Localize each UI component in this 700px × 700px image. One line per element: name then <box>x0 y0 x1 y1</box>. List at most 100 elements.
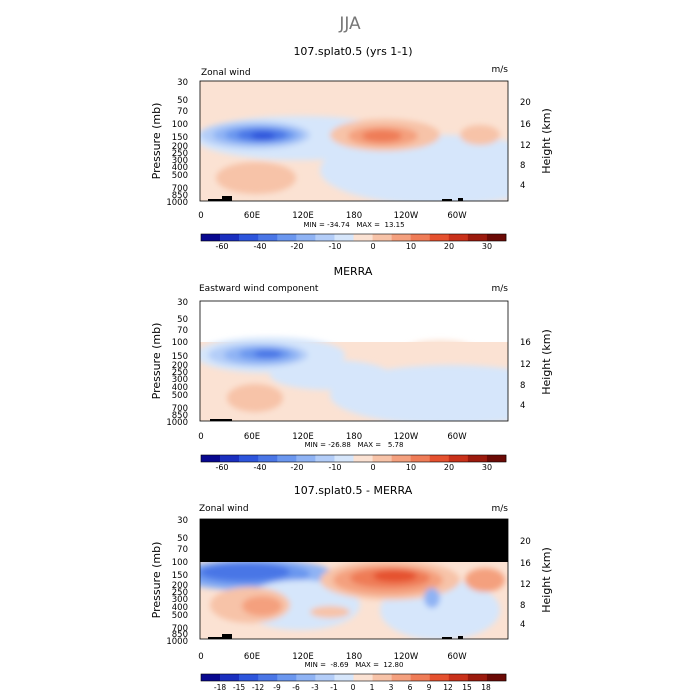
colorbar-label: 18 <box>481 683 491 692</box>
y-tick-label: 50 <box>177 534 188 544</box>
colorbar-label: 20 <box>444 463 454 472</box>
y-right-tick-label: 20 <box>520 537 531 547</box>
colorbar-label: -1 <box>330 683 338 692</box>
colorbar-label: -3 <box>311 683 319 692</box>
x-tick-label: 60W <box>447 652 467 662</box>
panel-3-xticks: 0 60E 120E 180 120W 60W <box>198 652 467 662</box>
colorbar-label: 20 <box>444 242 454 251</box>
colorbar-swatch <box>429 674 450 681</box>
panel-1-stats: MIN = -34.74 MAX = 13.15 <box>303 221 404 229</box>
panel-3-ylabel-right: Height (km) <box>540 547 553 613</box>
y-tick-label: 400 <box>172 383 188 393</box>
panel-3-yticks: 30 50 70 100 150 200 250 300 400 500 700… <box>166 516 188 647</box>
panel-2-field <box>200 301 508 421</box>
colorbar-swatch <box>334 674 354 681</box>
colorbar-swatch <box>258 455 278 462</box>
x-tick-label: 60W <box>447 432 467 442</box>
y-right-tick-label: 8 <box>520 161 525 171</box>
colorbar-label: 1 <box>370 683 375 692</box>
colorbar-label: -40 <box>253 463 266 472</box>
panel-1-field <box>200 81 508 201</box>
colorbar-frame <box>200 673 507 682</box>
y-tick-label: 700 <box>172 404 188 414</box>
y-tick-label: 500 <box>172 611 188 621</box>
panel-2-yticks: 30 50 70 100 150 200 250 300 400 500 700… <box>166 298 188 428</box>
panel-2-units: m/s <box>492 284 509 294</box>
y-right-tick-label: 8 <box>520 381 525 391</box>
panel-1-ylabel: Pressure (mb) <box>150 103 163 180</box>
x-tick-label: 60E <box>244 652 260 662</box>
colorbar-label: -20 <box>290 463 303 472</box>
y-tick-label: 1000 <box>166 198 188 208</box>
y-tick-label: 1000 <box>166 418 188 428</box>
panel-1-yticks: 30 50 70 100 150 200 250 300 400 500 700… <box>166 78 188 208</box>
colorbar-label: 3 <box>389 683 394 692</box>
colorbar-frame <box>200 233 507 242</box>
colorbar-swatch <box>486 674 507 681</box>
colorbar-swatch <box>277 455 297 462</box>
colorbar-label: 12 <box>443 683 453 692</box>
colorbar-swatch <box>391 234 411 241</box>
colorbar-swatch <box>315 455 335 462</box>
y-tick-label: 70 <box>177 107 188 117</box>
colorbar-swatch <box>258 234 278 241</box>
y-tick-label: 850 <box>172 191 188 201</box>
colorbar-swatch <box>334 234 354 241</box>
colorbar-swatch <box>448 234 469 241</box>
colorbar-label: 0 <box>370 463 375 472</box>
colorbar-swatch <box>353 674 373 681</box>
colorbar-swatch <box>277 234 297 241</box>
panel-3: 107.splat0.5 - MERRA Zonal wind m/s <box>150 484 553 692</box>
colorbar-label: 30 <box>482 242 492 251</box>
panel-2-xticks: 0 60E 120E 180 120W 60W <box>198 432 467 442</box>
colorbar-label: -18 <box>214 683 226 692</box>
y-tick-label: 300 <box>172 595 188 605</box>
panel-3-colorbar: -18 -15 -12 -9 -6 -3 -1 0 1 3 6 9 12 15 … <box>200 673 507 692</box>
panel-3-mask <box>200 519 508 562</box>
colorbar-swatch <box>391 455 411 462</box>
panel-2: MERRA Eastward wind component m/s <box>150 265 553 472</box>
y-tick-label: 100 <box>172 558 188 568</box>
colorbar-swatch <box>239 455 259 462</box>
y-tick-label: 50 <box>177 96 188 106</box>
colorbar-swatch <box>448 455 469 462</box>
colorbar-swatch <box>410 234 431 241</box>
colorbar-swatch <box>258 674 278 681</box>
x-tick-label: 120W <box>394 211 419 221</box>
colorbar-swatch <box>201 234 221 241</box>
y-tick-label: 250 <box>172 368 188 378</box>
x-tick-label: 120W <box>394 432 419 442</box>
y-right-tick-label: 20 <box>520 98 531 108</box>
y-tick-label: 50 <box>177 315 188 325</box>
panel-3-field <box>200 519 508 639</box>
y-tick-label: 150 <box>172 571 188 581</box>
colorbar-swatch <box>315 674 335 681</box>
x-tick-label: 0 <box>198 211 203 221</box>
figure-suptitle: JJA <box>338 14 361 34</box>
colorbar-swatch <box>315 234 335 241</box>
colorbar-swatch <box>467 234 488 241</box>
panel-3-ylabel: Pressure (mb) <box>150 542 163 619</box>
colorbar-swatch <box>372 234 392 241</box>
x-tick-label: 120E <box>292 211 314 221</box>
panel-3-left-label: Zonal wind <box>199 504 249 514</box>
y-tick-label: 700 <box>172 624 188 634</box>
panel-1-units: m/s <box>492 65 509 75</box>
colorbar-label: -6 <box>292 683 300 692</box>
y-right-tick-label: 8 <box>520 601 525 611</box>
x-tick-label: 180 <box>346 652 362 662</box>
panel-1-ylabel-right: Height (km) <box>540 108 553 174</box>
panel-3-units: m/s <box>492 504 509 514</box>
y-tick-label: 500 <box>172 391 188 401</box>
colorbar-labels: -60 -40 -20 -10 0 10 20 30 <box>215 242 492 251</box>
y-tick-label: 30 <box>177 78 188 88</box>
colorbar-label: -40 <box>253 242 266 251</box>
colorbar-swatch <box>467 455 488 462</box>
y-tick-label: 250 <box>172 149 188 159</box>
colorbar-label: 15 <box>462 683 472 692</box>
x-tick-label: 180 <box>346 211 362 221</box>
colorbar-swatch <box>296 455 316 462</box>
y-tick-label: 1000 <box>166 637 188 647</box>
x-tick-label: 60E <box>244 211 260 221</box>
y-right-tick-label: 12 <box>520 580 531 590</box>
